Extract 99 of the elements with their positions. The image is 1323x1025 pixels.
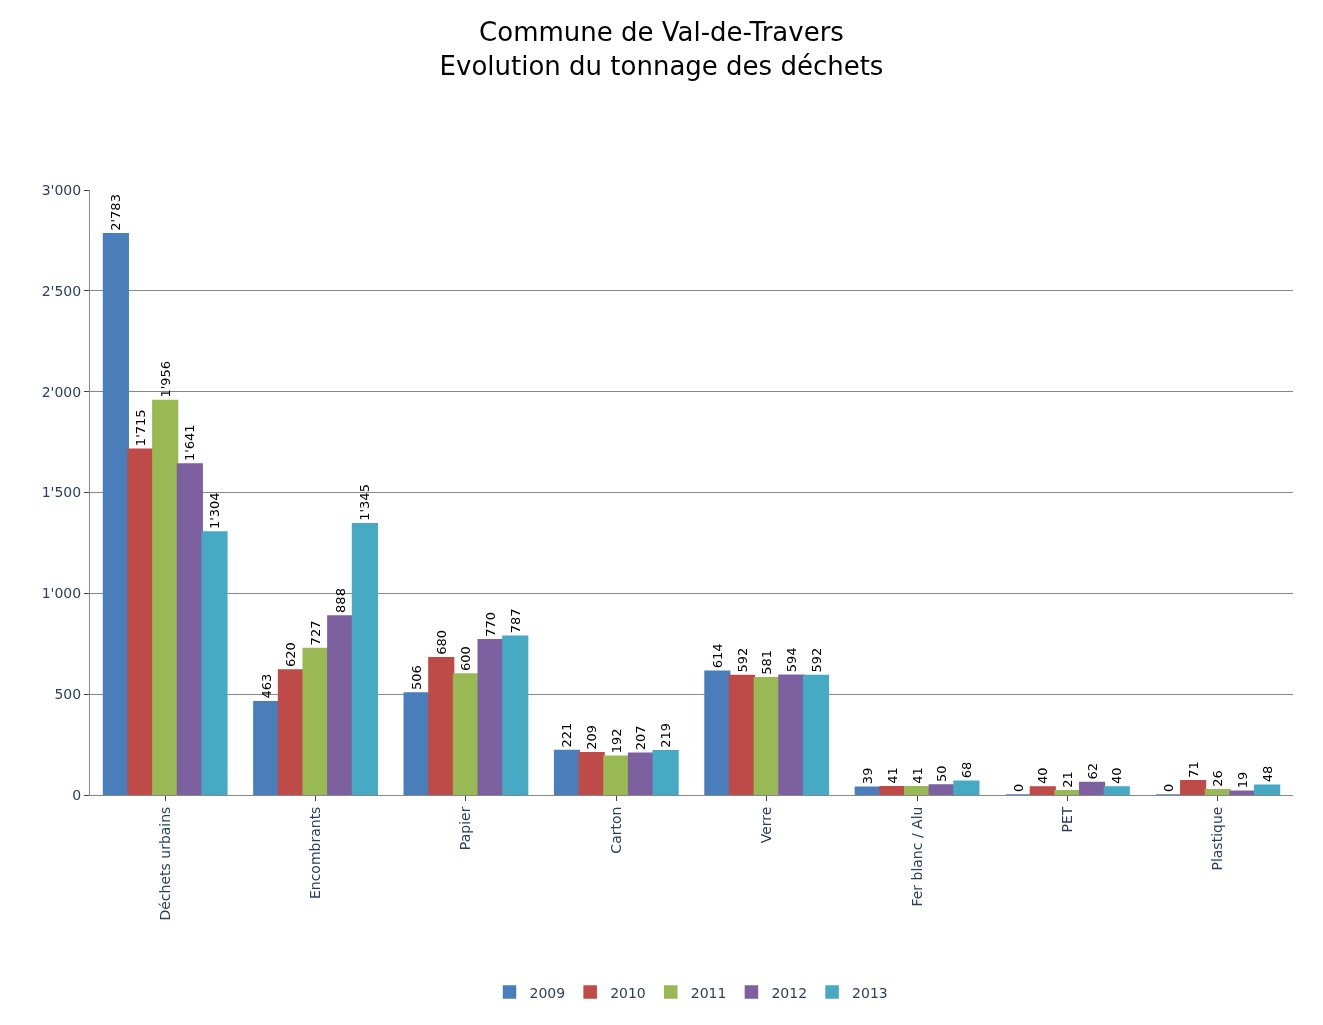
data-label: 71	[1185, 761, 1201, 778]
data-label: 48	[1259, 765, 1275, 783]
legend-label: 2010	[610, 984, 646, 1001]
data-label: 207	[633, 725, 649, 751]
bar	[1229, 790, 1256, 795]
bar	[452, 673, 480, 795]
y-tick-label: 500	[54, 686, 82, 703]
bar	[477, 638, 504, 795]
bar	[277, 669, 304, 795]
data-label: 1'641	[182, 424, 198, 462]
bar	[603, 755, 630, 795]
bar	[1254, 784, 1281, 795]
bar	[879, 785, 906, 795]
data-label: 62	[1084, 762, 1100, 780]
data-label: 68	[958, 761, 974, 779]
data-label: 594	[783, 647, 799, 673]
bar	[1204, 789, 1231, 795]
data-label: 26	[1210, 770, 1226, 787]
bar	[327, 615, 354, 795]
data-label: 0	[1010, 783, 1026, 792]
y-tick-label: 0	[72, 786, 82, 803]
bar	[903, 785, 931, 795]
data-label: 21	[1059, 771, 1075, 788]
bar	[152, 399, 179, 795]
bar	[102, 233, 129, 795]
data-label: 50	[934, 765, 950, 782]
bar	[778, 674, 805, 795]
bar	[753, 677, 780, 795]
y-tick-label: 3'000	[41, 181, 82, 198]
x-tick-label: Carton	[607, 806, 624, 854]
data-label: 1'304	[207, 492, 223, 530]
bar	[351, 523, 378, 795]
bar	[928, 784, 955, 795]
data-label: 1'345	[357, 484, 373, 521]
bar	[728, 674, 756, 795]
x-tick-label: Plastique	[1209, 806, 1226, 871]
data-label: 581	[759, 650, 775, 675]
data-label: 221	[559, 722, 575, 748]
bar	[1180, 779, 1207, 795]
bar	[1103, 786, 1130, 795]
data-label: 39	[860, 767, 876, 785]
x-tick-label: Encombrants	[307, 806, 324, 900]
bar	[652, 750, 679, 795]
bar	[201, 531, 228, 795]
x-tick-label: Fer blanc / Alu	[908, 806, 925, 907]
bar	[802, 674, 830, 795]
bar	[553, 749, 581, 795]
data-label: 592	[734, 647, 750, 673]
bar	[253, 700, 280, 795]
data-label: 219	[658, 723, 674, 748]
bar	[403, 692, 430, 795]
y-tick-label: 2'000	[41, 383, 82, 400]
bar	[428, 657, 455, 795]
data-label: 0	[1160, 783, 1176, 792]
bar	[1054, 790, 1081, 795]
data-label: 40	[1109, 767, 1125, 784]
chart-title: Commune de Val-de-Travers Evolution du tonnage des déchets	[439, 17, 884, 81]
x-tick-label: Déchets urbains	[156, 806, 173, 921]
bar	[302, 647, 329, 795]
bar	[854, 786, 881, 795]
data-label: 463	[258, 673, 274, 699]
data-label: 727	[308, 620, 324, 646]
y-tick-label: 1'500	[41, 484, 82, 501]
legend-label: 2013	[852, 984, 888, 1001]
bar	[176, 463, 203, 795]
data-label: 506	[409, 665, 425, 690]
bar	[502, 635, 529, 795]
y-tick-label: 1'000	[41, 585, 82, 602]
data-label: 680	[433, 630, 449, 655]
bar	[578, 752, 605, 795]
data-label: 787	[507, 608, 523, 634]
legend-label: 2011	[690, 984, 727, 1001]
bar	[127, 448, 154, 795]
bar	[1029, 786, 1056, 795]
legend-label: 2009	[529, 984, 566, 1001]
bar	[704, 670, 731, 795]
data-label: 592	[808, 647, 824, 673]
data-label: 888	[332, 588, 348, 613]
bar	[1079, 781, 1106, 795]
y-tick-label: 2'500	[41, 282, 82, 299]
data-label: 19	[1234, 771, 1250, 789]
data-label: 41	[909, 767, 925, 784]
data-label: 770	[483, 611, 499, 637]
data-label: 40	[1035, 767, 1051, 784]
legend-label: 2012	[771, 984, 808, 1001]
data-label: 192	[608, 728, 624, 754]
x-tick-label: PET	[1058, 806, 1075, 833]
data-label: 614	[709, 643, 725, 669]
bar	[627, 752, 655, 795]
data-label: 1'715	[133, 409, 149, 447]
data-label: 2'783	[108, 194, 124, 231]
bar	[953, 780, 980, 795]
data-label: 41	[884, 767, 900, 784]
x-tick-label: Papier	[457, 806, 474, 851]
data-label: 600	[458, 646, 474, 671]
data-label: 209	[584, 725, 600, 750]
data-label: 620	[283, 642, 299, 667]
x-tick-label: Verre	[758, 806, 775, 844]
data-label: 1'956	[157, 360, 173, 398]
